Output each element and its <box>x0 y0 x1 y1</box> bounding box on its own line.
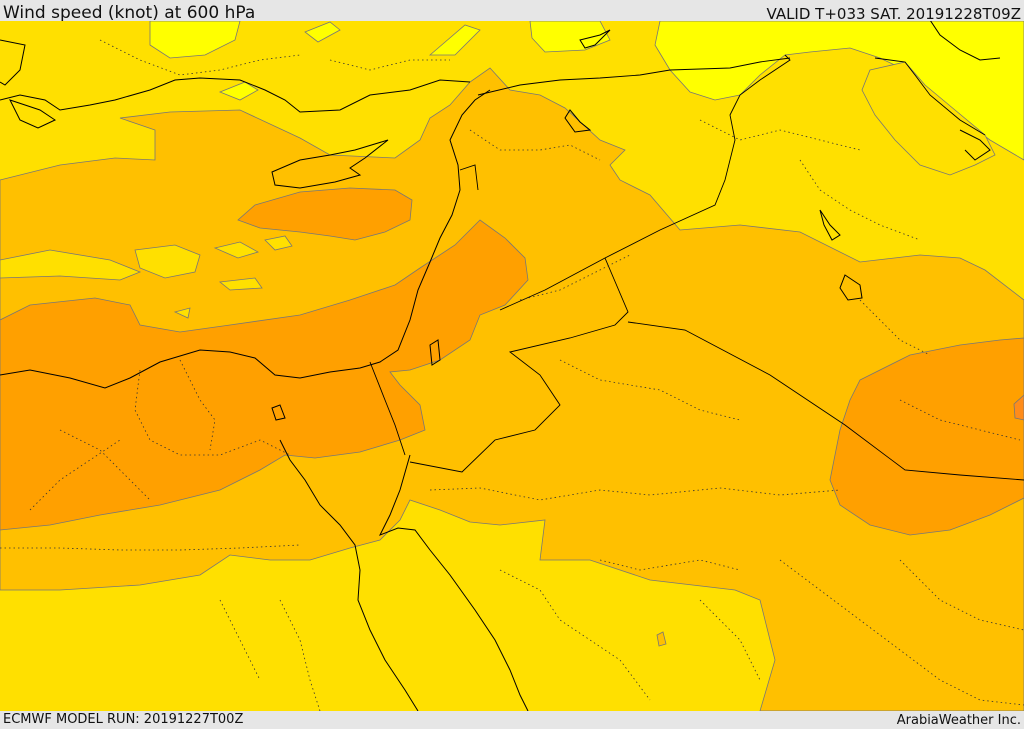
wind-band-light-ne-island <box>861 61 996 176</box>
credit-label: ArabiaWeather Inc. <box>896 713 1021 728</box>
model-run-label: ECMWF MODEL RUN: 20191227T00Z <box>3 712 244 727</box>
wind-band-lightest <box>654 21 1024 161</box>
coastlines <box>0 21 1001 711</box>
map-header: Wind speed (knot) at 600 hPa VALID T+033… <box>0 0 1024 23</box>
wind-band-light-island <box>0 249 142 281</box>
wind-band-lightest-patch <box>149 21 241 59</box>
wind-band-strong <box>0 219 529 531</box>
wind-speed-map <box>0 21 1024 711</box>
wind-band-strong-cyprus <box>237 187 413 241</box>
valid-time: VALID T+033 SAT. 20191228T09Z <box>766 5 1021 23</box>
wind-band-mid <box>0 67 1024 711</box>
wind-core-max <box>1013 394 1024 421</box>
country-borders <box>369 54 1024 481</box>
map-title: Wind speed (knot) at 600 hPa <box>3 3 256 23</box>
wind-band-strong-east <box>829 337 1024 536</box>
province-boundaries <box>0 39 1024 711</box>
map-footer: ECMWF MODEL RUN: 20191227T00Z ArabiaWeat… <box>0 711 1024 729</box>
